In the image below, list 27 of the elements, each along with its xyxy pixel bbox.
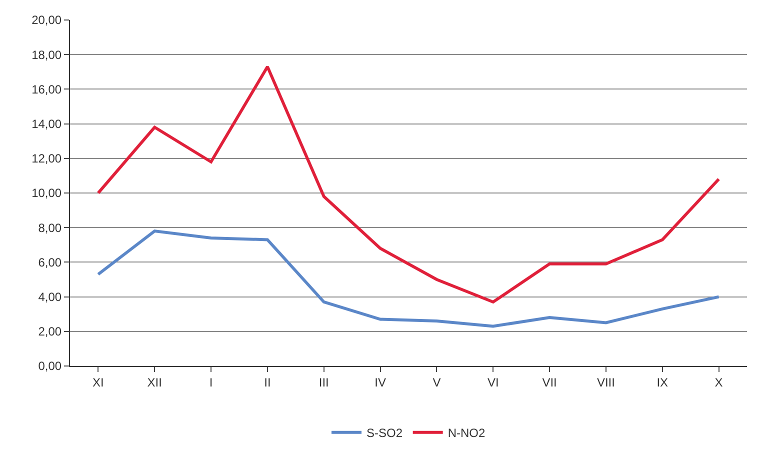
x-tick-label: IV xyxy=(374,375,386,390)
x-tick-label: VII xyxy=(542,375,557,390)
x-tick-label: II xyxy=(264,375,271,390)
x-tick-label: VIII xyxy=(596,375,615,390)
line-series xyxy=(96,65,720,304)
y-tick-label: 16,00 xyxy=(32,82,62,96)
x-tick-label: XI xyxy=(92,375,104,390)
legend-label: S-SO2 xyxy=(366,426,403,440)
y-tick-label: 6,00 xyxy=(38,255,62,270)
y-tick-label: 20,00 xyxy=(32,13,62,28)
y-tick-label: 2,00 xyxy=(38,324,62,339)
y-tick-label: 18,00 xyxy=(32,48,62,62)
legend-label: N-NO2 xyxy=(448,426,486,440)
line-series xyxy=(96,230,720,328)
y-tick-label: 8,00 xyxy=(38,220,62,235)
y-tick-label: 0,00 xyxy=(38,359,62,374)
y-tick-label: 4,00 xyxy=(38,290,62,304)
x-tick-label: III xyxy=(318,375,329,390)
x-tick-label: XII xyxy=(147,375,162,390)
y-tick-label: 10,00 xyxy=(32,186,62,200)
x-tick-label: I xyxy=(209,375,213,390)
x-tick-label: VI xyxy=(487,375,499,390)
x-tick-label: X xyxy=(714,375,723,390)
y-tick-label: 14,00 xyxy=(32,117,62,131)
y-tick-label: 12,00 xyxy=(32,152,62,166)
x-tick-label: V xyxy=(432,375,441,390)
x-tick-label: IX xyxy=(656,375,668,390)
